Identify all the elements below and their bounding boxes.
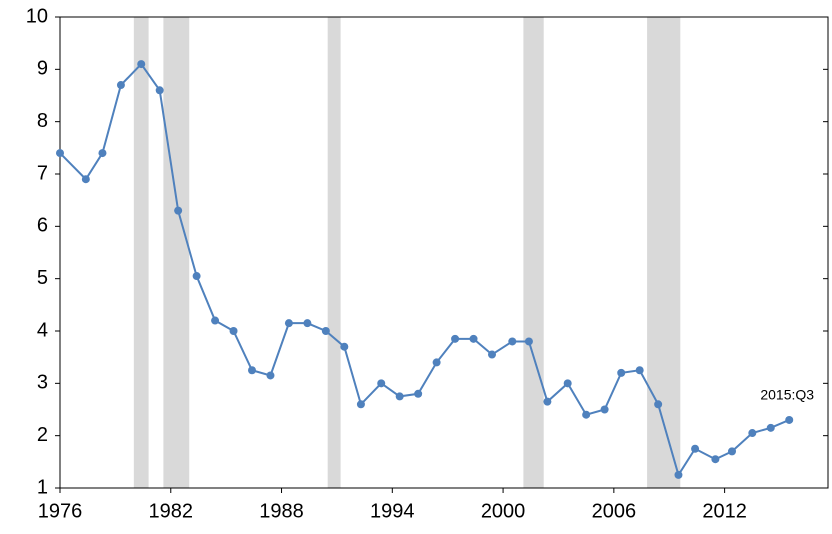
y-tick-label: 7 [37,162,48,184]
point [303,319,312,328]
y-tick-label: 10 [26,5,48,27]
y-tick-label: 5 [37,267,48,289]
recession-band [523,17,544,488]
point [469,334,478,343]
point [635,366,644,375]
point [229,327,238,335]
x-tick-label: 2006 [592,500,637,522]
annotation: 2015:Q3 [760,387,814,403]
point [98,149,107,158]
x-tick-label: 1976 [38,500,83,522]
point [155,86,164,95]
point [116,81,125,90]
point [451,334,460,343]
point [192,272,201,281]
point [266,371,275,380]
x-tick-label: 1982 [149,500,194,522]
y-tick-label: 1 [37,476,48,498]
y-tick-label: 4 [37,319,48,341]
series-line [59,62,790,478]
point [600,405,609,414]
point [654,400,663,409]
point [617,368,626,377]
recession-band [327,17,341,488]
point [211,316,220,325]
point [674,470,683,479]
x-tick-label: 1988 [259,500,304,522]
y-tick-label: 8 [37,110,48,132]
point [432,358,441,367]
plot-frame [59,16,829,489]
y-tick-label: 6 [37,215,48,237]
point [284,319,293,328]
point [488,350,496,359]
point [563,379,572,388]
recession-band [163,17,190,488]
point [785,415,794,424]
point [56,149,64,158]
x-tick-label: 2000 [481,500,526,522]
point [524,337,533,346]
y-tick-label: 2 [37,424,48,446]
recession-band [647,17,681,488]
point [582,410,591,419]
point [395,392,404,401]
point [248,366,256,375]
point [711,455,720,464]
point [340,342,349,351]
point [81,175,90,184]
point [508,337,517,346]
x-tick-label: 2012 [702,500,747,522]
point [377,379,386,388]
point [691,444,700,453]
recession-band [133,17,149,488]
point [137,60,146,69]
point [414,389,423,398]
point [321,327,330,335]
y-tick-label: 3 [37,372,48,394]
point [356,400,365,409]
point [766,423,775,432]
y-tick-label: 9 [37,58,48,80]
point [174,206,183,215]
point [748,429,757,438]
point [543,397,552,406]
x-tick-label: 1994 [370,500,415,522]
point [728,447,736,456]
